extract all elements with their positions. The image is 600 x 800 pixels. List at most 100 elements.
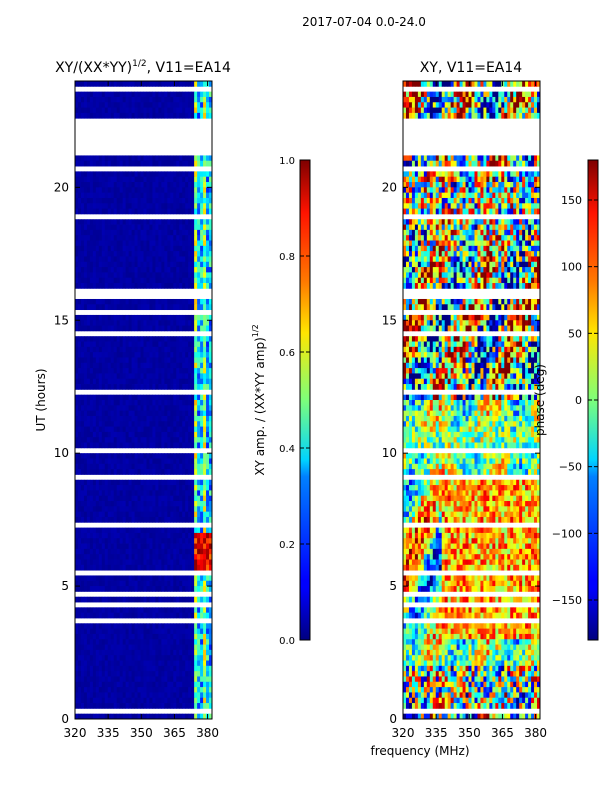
phase-heatmap-cell [429, 112, 434, 119]
amplitude-heatmap-cell [128, 607, 132, 614]
amplitude-heatmap-cell [170, 697, 174, 704]
amplitude-heatmap-cell [104, 251, 109, 257]
amplitude-heatmap-cell [152, 267, 156, 273]
amplitude-heatmap-cell [197, 511, 201, 518]
amplitude-heatmap-cell [194, 623, 198, 630]
amplitude-heatmap-cell [140, 107, 144, 114]
amplitude-heatmap-cell [197, 580, 201, 587]
amplitude-heatmap-cell [80, 639, 85, 645]
amplitude-heatmap-cell [170, 81, 174, 87]
amplitude-heatmap-cell [92, 160, 97, 167]
amplitude-heatmap-cell [119, 639, 124, 645]
amplitude-heatmap-cell [209, 415, 212, 422]
amplitude-heatmap-cell [155, 208, 159, 215]
amplitude-heatmap-cell [104, 357, 109, 364]
amplitude-heatmap-cell [98, 554, 103, 560]
phase-heatmap-cell [414, 182, 419, 188]
amplitude-heatmap-cell [83, 298, 88, 305]
amplitude-heatmap-cell [155, 373, 159, 380]
amplitude-heatmap-cell [116, 442, 121, 449]
amplitude-heatmap-cell [197, 532, 201, 539]
phase-heatmap-cell [459, 155, 463, 162]
amplitude-heatmap-cell [143, 219, 147, 225]
amplitude-heatmap-cell [194, 219, 198, 225]
phase-heatmap-cell [528, 91, 532, 98]
amplitude-heatmap-cell [83, 421, 88, 427]
amplitude-heatmap-cell [101, 96, 106, 103]
amplitude-heatmap-cell [206, 378, 210, 385]
amplitude-heatmap-cell [122, 463, 127, 470]
amplitude-heatmap-cell [77, 612, 82, 619]
amplitude-heatmap-cell [149, 415, 153, 422]
amplitude-heatmap-cell [167, 182, 171, 188]
amplitude-heatmap-cell [134, 155, 138, 162]
amplitude-heatmap-cell [128, 171, 132, 178]
amplitude-heatmap-cell [122, 384, 127, 390]
amplitude-heatmap-cell [137, 564, 141, 571]
amplitude-heatmap-cell [179, 501, 183, 507]
amplitude-heatmap-cell [170, 506, 174, 513]
amplitude-heatmap-cell [83, 208, 88, 215]
amplitude-heatmap-cell [152, 176, 156, 183]
amplitude-colorbar-label-main: XY amp. / (XX*YY amp) [253, 337, 267, 475]
amplitude-heatmap-cell [104, 304, 109, 311]
amplitude-heatmap-cell [104, 277, 109, 284]
amplitude-heatmap-cell [158, 453, 162, 459]
amplitude-heatmap-cell [110, 314, 115, 321]
amplitude-heatmap-cell [122, 410, 127, 417]
amplitude-heatmap-cell [143, 197, 147, 204]
amplitude-heatmap-cell [110, 405, 115, 412]
amplitude-heatmap-cell [152, 453, 156, 459]
phase-heatmap-cell [465, 155, 469, 162]
amplitude-heatmap-cell [131, 415, 135, 422]
amplitude-heatmap-cell [194, 235, 198, 241]
amplitude-heatmap-cell [89, 458, 94, 465]
amplitude-heatmap-cell [155, 405, 159, 412]
amplitude-heatmap-cell [197, 176, 201, 183]
amplitude-heatmap-cell [107, 224, 112, 231]
amplitude-heatmap-cell [134, 511, 138, 518]
amplitude-heatmap-cell [137, 453, 141, 459]
amplitude-heatmap-cell [101, 415, 106, 422]
amplitude-heatmap-cell [77, 400, 82, 406]
phase-heatmap-cell [408, 182, 413, 188]
amplitude-heatmap-cell [194, 607, 198, 614]
amplitude-heatmap-cell [140, 235, 144, 241]
amplitude-heatmap-cell [75, 559, 79, 566]
amplitude-heatmap-cell [203, 495, 207, 502]
amplitude-heatmap-cell [200, 192, 204, 199]
amplitude-heatmap-cell [203, 501, 207, 507]
amplitude-heatmap-cell [149, 671, 153, 677]
amplitude-heatmap-cell [77, 341, 82, 348]
amplitude-heatmap-cell [128, 511, 132, 518]
amplitude-heatmap-cell [152, 607, 156, 614]
amplitude-heatmap-cell [185, 623, 189, 630]
amplitude-heatmap-cell [173, 564, 177, 571]
amplitude-heatmap-cell [149, 283, 153, 289]
amplitude-heatmap-cell [83, 160, 88, 167]
amplitude-heatmap-cell [149, 681, 153, 688]
amplitude-heatmap-cell [86, 384, 91, 390]
amplitude-heatmap-cell [140, 655, 144, 661]
amplitude-heatmap-cell [191, 219, 195, 225]
amplitude-heatmap-cell [80, 580, 85, 587]
amplitude-heatmap-cell [134, 501, 138, 507]
amplitude-heatmap-cell [104, 649, 109, 656]
amplitude-heatmap-cell [77, 495, 82, 502]
amplitude-heatmap-cell [200, 251, 204, 257]
amplitude-heatmap-cell [75, 453, 79, 459]
phase-heatmap-cell [483, 112, 487, 119]
amplitude-heatmap-cell [116, 203, 121, 209]
amplitude-heatmap-cell [77, 261, 82, 268]
amplitude-heatmap-cell [104, 442, 109, 449]
amplitude-heatmap-cell [149, 538, 153, 544]
amplitude-heatmap-cell [80, 251, 85, 257]
amplitude-heatmap-cell [128, 671, 132, 677]
amplitude-heatmap-cell [89, 341, 94, 348]
amplitude-heatmap-cell [176, 554, 180, 560]
amplitude-heatmap-cell [167, 623, 171, 630]
amplitude-heatmap-cell [182, 431, 186, 438]
amplitude-heatmap-cell [158, 192, 162, 199]
amplitude-heatmap-cell [203, 176, 207, 183]
amplitude-heatmap-cell [128, 107, 132, 114]
